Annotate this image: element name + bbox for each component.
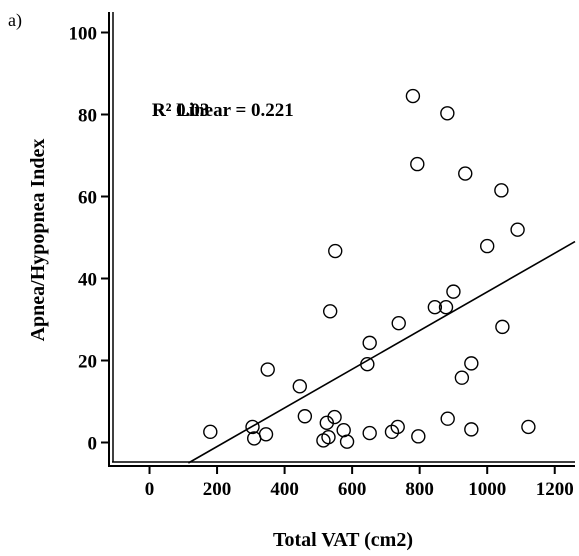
data-point — [391, 315, 406, 331]
y-tick-label: 0 — [88, 434, 98, 455]
y-tick-label: 80 — [78, 106, 97, 127]
y-tick-label: 40 — [78, 270, 97, 291]
data-point — [297, 409, 313, 424]
x-tick-label: 600 — [338, 479, 367, 500]
data-points — [203, 88, 536, 449]
data-point — [384, 424, 400, 440]
data-point — [464, 422, 479, 437]
data-point — [495, 319, 510, 335]
data-point — [464, 356, 479, 371]
data-point — [440, 411, 455, 426]
x-tick-label: 800 — [405, 479, 434, 500]
fit-line — [187, 240, 576, 464]
annotation-text: R² Linear = 0.221 — [152, 100, 294, 121]
data-point — [203, 424, 218, 440]
x-tick-label: 1000 — [468, 479, 506, 500]
data-point — [411, 429, 426, 444]
x-tick-label: 200 — [203, 479, 232, 500]
panel-label: a) — [8, 10, 22, 31]
data-point — [446, 284, 461, 299]
x-tick-label: 0 — [145, 479, 155, 500]
x-tick-label: 400 — [270, 479, 299, 500]
data-point — [405, 88, 421, 104]
data-point — [458, 166, 473, 181]
annotation-overlap-text: R² 0.03 — [152, 100, 209, 121]
data-point — [427, 300, 443, 315]
x-tick-label: 1200 — [536, 479, 574, 500]
x-axis-label: Total VAT (cm2) — [273, 529, 413, 551]
data-point — [480, 238, 495, 254]
data-point — [328, 243, 343, 259]
data-point — [454, 370, 470, 385]
data-point — [292, 379, 307, 394]
data-point — [339, 434, 355, 449]
data-point — [245, 419, 260, 435]
data-point — [410, 156, 425, 172]
data-point — [438, 300, 454, 315]
y-tick-label: 20 — [78, 352, 97, 373]
data-point — [327, 409, 342, 425]
y-tick-label: 100 — [69, 24, 98, 45]
data-point — [322, 304, 338, 319]
data-point — [494, 183, 509, 198]
data-point — [510, 222, 525, 237]
fit-line-group — [187, 240, 576, 464]
r-squared-annotation: R² 0.03 R² Linear = 0.221 — [152, 100, 294, 121]
data-point — [362, 425, 377, 441]
data-point — [321, 429, 336, 445]
y-tick-label: 60 — [78, 188, 97, 209]
data-point — [440, 106, 455, 121]
data-point — [362, 335, 377, 351]
data-point — [390, 419, 405, 435]
data-point — [258, 427, 274, 442]
data-point — [521, 419, 536, 435]
y-axis-label: Apnea/Hypopnea Index — [27, 139, 49, 342]
data-point — [260, 362, 275, 377]
